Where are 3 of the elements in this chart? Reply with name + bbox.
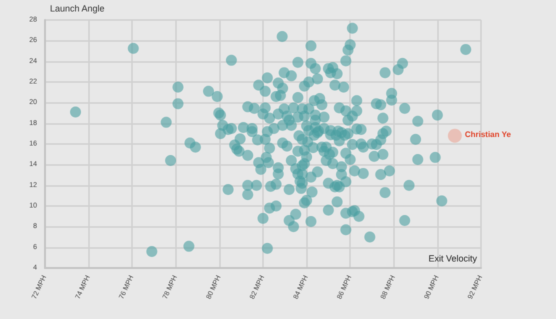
annotation: Christian Ye <box>464 130 512 140</box>
x-axis-title: Exit Velocity <box>428 254 478 264</box>
y-axis-title: Launch Angle <box>50 4 105 14</box>
